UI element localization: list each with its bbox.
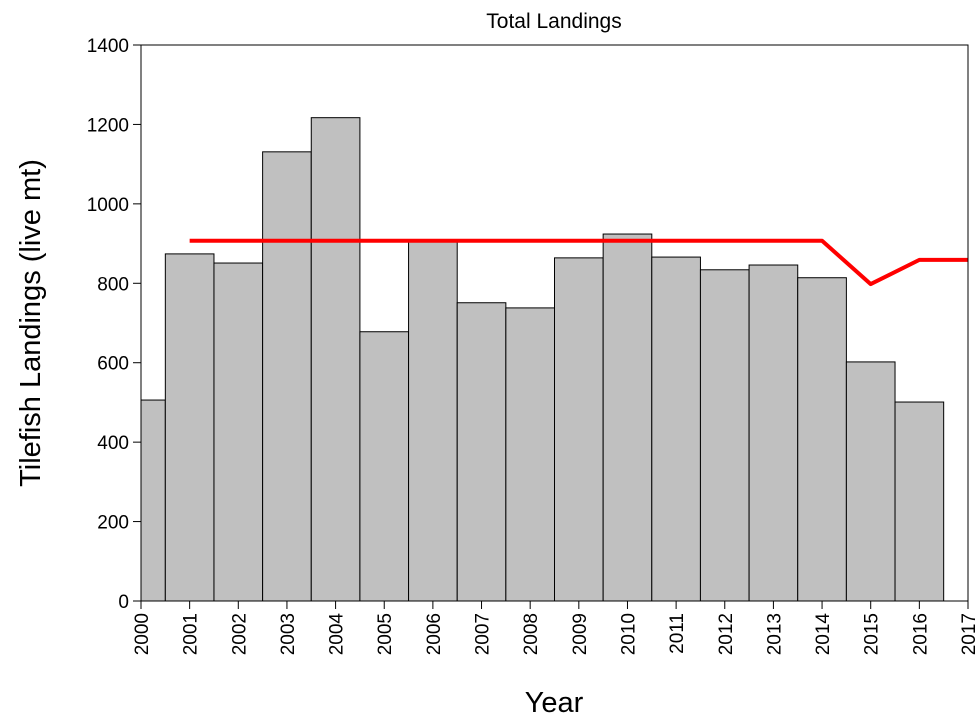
x-tick-label: 2010 [618,613,639,655]
bar [213,262,264,601]
bar [602,233,653,601]
bar [797,277,847,601]
bar [164,253,215,601]
x-axis-label: Year [525,687,584,719]
bar [408,239,458,601]
x-tick-label: 2005 [375,613,396,655]
x-tick-label: 2011 [667,613,688,654]
bar [845,361,896,601]
x-tick-label: 2006 [424,613,445,655]
x-tick-label: 2015 [862,613,883,655]
x-tick-label: 2008 [521,613,542,655]
x-tick-label: 2014 [813,613,834,656]
bar [894,401,945,601]
bar [359,331,410,601]
y-tick-label: 400 [97,433,129,454]
x-tick-label: 2002 [229,613,250,655]
x-tick-label: 2016 [910,613,931,655]
bar [554,257,604,601]
y-tick-label: 1400 [87,36,129,57]
bar [262,151,312,601]
chart-title: Total Landings [486,10,621,33]
plot-frame [140,44,969,602]
x-tick-label: 2013 [764,613,785,655]
bar [456,302,507,601]
overlay: 0 200 400 600 800 1000 1200 1400 2000 2001 2002 200… [87,36,980,655]
y-tick-label: 200 [97,513,129,534]
x-tick-label: 2004 [327,613,348,656]
x-tick-label: 2007 [473,613,494,655]
bar [505,307,555,601]
y-tick-label: 0 [118,592,129,613]
y-tick-label: 800 [97,274,129,295]
x-tick-label: 2001 [181,613,202,655]
x-tick-label: 2003 [278,613,299,655]
line [189,238,968,287]
bar [651,256,701,601]
y-tick-label: 1200 [87,115,129,136]
plot-area [141,117,945,601]
x-tick-label: 2000 [132,613,153,655]
bar [699,269,750,601]
x-tick-label: 2012 [716,613,737,655]
x-tick-label: 2009 [570,613,591,655]
bar [748,264,799,601]
y-tick-label: 1000 [87,195,129,216]
y-axis-label: Tilefish Landings (live mt) [15,159,47,487]
x-tick-label: 2017 [959,613,980,655]
bar [310,117,361,601]
y-tick-label: 600 [97,354,129,375]
